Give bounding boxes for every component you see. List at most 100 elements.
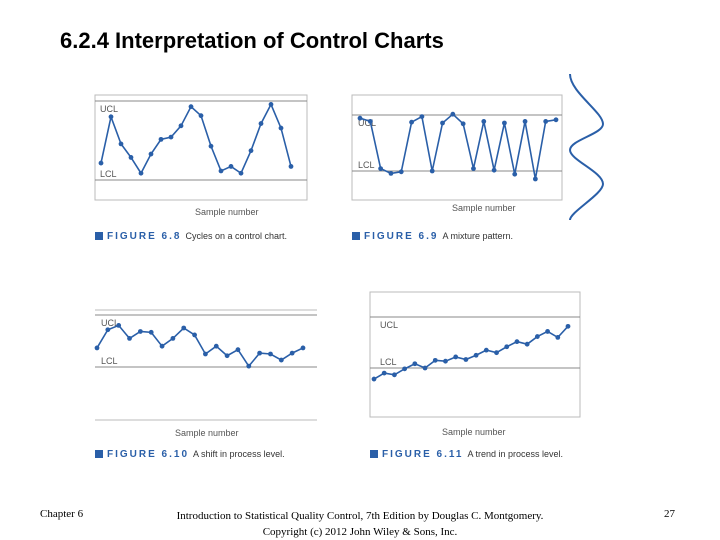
- data-point-6: [148, 151, 154, 157]
- data-point-9: [181, 325, 187, 331]
- x-axis-label: Sample number: [175, 428, 239, 438]
- data-point-4: [127, 336, 132, 341]
- chart-frame: [94, 94, 308, 201]
- data-point-1: [94, 345, 100, 351]
- data-point-15: [514, 339, 520, 345]
- data-point-11: [460, 121, 466, 127]
- data-point-1: [98, 160, 104, 166]
- data-point-3: [392, 372, 397, 378]
- data-point-13: [494, 350, 499, 356]
- caption-6-10: FIGURE 6.10 A shift in process level.: [95, 448, 320, 461]
- data-point-2: [381, 370, 387, 376]
- caption-label: FIGURE 6.8: [107, 231, 182, 242]
- data-point-7: [419, 114, 425, 119]
- data-point-10: [463, 357, 469, 362]
- caption-text: A mixture pattern.: [442, 231, 514, 241]
- data-point-17: [268, 351, 273, 357]
- data-point-18: [545, 329, 550, 334]
- data-point-16: [248, 148, 254, 154]
- data-point-3: [118, 141, 124, 147]
- figure-6-9: UCL LCL Sample number: [351, 94, 563, 220]
- data-point-12: [483, 347, 489, 353]
- data-point-7: [158, 136, 164, 142]
- x-axis-label: Sample number: [442, 427, 506, 437]
- data-point-4: [402, 366, 408, 372]
- series-line: [373, 325, 569, 380]
- footer-source-line2: Copyright (c) 2012 John Wiley & Sons, In…: [262, 526, 458, 538]
- series-line: [359, 113, 557, 180]
- caption-marker: [370, 450, 378, 458]
- chart-6-8: UCL LCL Sample number: [94, 94, 308, 217]
- data-point-13: [218, 168, 224, 174]
- data-point-19: [289, 350, 295, 356]
- data-point-8: [429, 168, 435, 174]
- data-point-18: [278, 357, 284, 363]
- caption-marker: [95, 232, 103, 240]
- ucl-label: UCL: [380, 320, 398, 330]
- data-point-9: [453, 354, 459, 360]
- data-point-19: [278, 125, 284, 131]
- ucl-label: UCL: [358, 118, 376, 128]
- data-point-18: [532, 176, 538, 182]
- chart-frame: [369, 291, 581, 418]
- data-point-4: [128, 155, 134, 160]
- data-point-6: [148, 329, 154, 335]
- data-point-14: [491, 167, 497, 173]
- data-point-15: [502, 120, 507, 126]
- lcl-label: LCL: [358, 160, 375, 170]
- data-point-12: [213, 343, 219, 349]
- data-point-16: [524, 341, 530, 347]
- data-point-20: [565, 323, 571, 329]
- figure-6-8: UCL LCL Sample number: [94, 94, 310, 220]
- data-point-11: [473, 352, 479, 358]
- data-point-14: [504, 344, 510, 350]
- data-point-19: [555, 335, 561, 340]
- data-point-5: [398, 169, 404, 175]
- data-point-3: [116, 323, 122, 328]
- data-point-9: [440, 120, 445, 126]
- series-line: [96, 324, 304, 368]
- data-point-7: [432, 357, 438, 363]
- data-point-5: [137, 329, 143, 334]
- data-point-8: [170, 336, 176, 341]
- data-point-15: [238, 170, 244, 176]
- data-point-2: [105, 327, 111, 333]
- data-point-17: [258, 121, 264, 126]
- data-point-17: [534, 334, 540, 339]
- data-point-7: [159, 343, 165, 349]
- data-point-4: [388, 171, 394, 176]
- chart-6-9: UCL LCL Sample number: [351, 94, 563, 213]
- caption-label: FIGURE 6.10: [107, 449, 190, 460]
- chart-6-10: UCL LCL Sample number: [94, 309, 317, 438]
- footer-source-line1: Introduction to Statistical Quality Cont…: [176, 510, 544, 522]
- data-point-13: [224, 353, 230, 359]
- data-point-10: [450, 111, 456, 117]
- data-point-13: [481, 119, 487, 124]
- x-axis-label: Sample number: [195, 207, 259, 217]
- data-point-1: [371, 376, 377, 382]
- figure-6-10: UCL LCL Sample number: [94, 305, 320, 440]
- series-line: [100, 102, 292, 175]
- data-point-8: [168, 134, 174, 140]
- slide-title: 6.2.4 Interpretation of Control Charts: [60, 28, 444, 53]
- data-point-3: [378, 166, 384, 171]
- data-point-14: [228, 164, 234, 169]
- caption-text: A shift in process level.: [193, 449, 285, 459]
- data-point-20: [300, 345, 306, 351]
- data-point-1: [357, 115, 363, 121]
- data-point-6: [422, 365, 428, 371]
- data-point-20: [553, 117, 559, 123]
- data-point-17: [522, 119, 528, 124]
- data-point-8: [443, 358, 448, 364]
- ucl-label: UCL: [101, 318, 119, 328]
- lcl-label: LCL: [100, 169, 117, 179]
- data-point-18: [268, 101, 274, 107]
- data-point-14: [235, 347, 241, 353]
- data-point-5: [412, 361, 418, 367]
- data-point-9: [178, 123, 184, 129]
- caption-label: FIGURE 6.9: [364, 231, 439, 242]
- data-point-11: [203, 351, 208, 357]
- chart-frame: [351, 94, 563, 201]
- caption-marker: [95, 450, 103, 458]
- data-point-2: [108, 114, 114, 120]
